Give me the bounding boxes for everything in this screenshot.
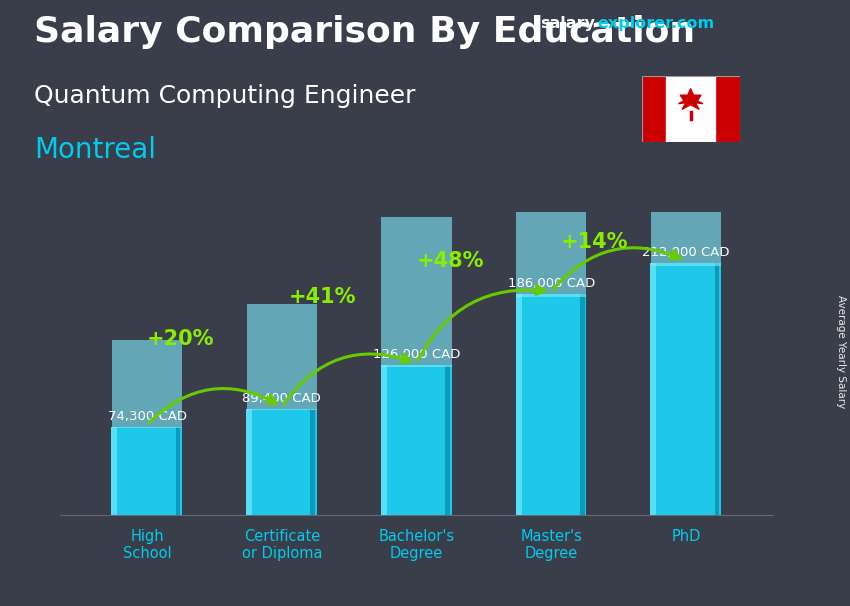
Bar bbox=[310, 409, 315, 515]
Text: Montreal: Montreal bbox=[34, 136, 156, 164]
Text: +14%: +14% bbox=[561, 232, 628, 253]
Bar bbox=[111, 427, 117, 515]
Bar bbox=[112, 427, 182, 515]
Bar bbox=[715, 76, 740, 142]
Bar bbox=[651, 15, 721, 266]
Bar bbox=[580, 294, 585, 515]
Bar bbox=[176, 427, 180, 515]
Bar bbox=[516, 76, 586, 297]
Bar bbox=[516, 294, 586, 515]
Bar bbox=[246, 304, 317, 410]
Text: explorer.com: explorer.com bbox=[598, 16, 715, 31]
Text: Average Yearly Salary: Average Yearly Salary bbox=[836, 295, 846, 408]
Bar bbox=[382, 218, 451, 367]
Bar bbox=[112, 339, 182, 428]
Bar bbox=[246, 409, 317, 515]
Bar bbox=[642, 76, 666, 142]
Bar bbox=[381, 365, 387, 515]
Text: +20%: +20% bbox=[147, 329, 214, 350]
Text: salary: salary bbox=[540, 16, 595, 31]
Text: 186,000 CAD: 186,000 CAD bbox=[507, 277, 595, 290]
Polygon shape bbox=[678, 88, 703, 109]
Bar bbox=[516, 294, 522, 515]
Bar bbox=[666, 76, 715, 142]
Text: Quantum Computing Engineer: Quantum Computing Engineer bbox=[34, 84, 416, 108]
Text: 89,400 CAD: 89,400 CAD bbox=[242, 391, 321, 405]
Bar bbox=[246, 409, 252, 515]
Bar bbox=[650, 263, 656, 515]
Bar bbox=[445, 365, 450, 515]
Bar bbox=[715, 263, 719, 515]
Text: 74,300 CAD: 74,300 CAD bbox=[108, 410, 186, 422]
Text: +48%: +48% bbox=[416, 250, 484, 271]
Text: 212,000 CAD: 212,000 CAD bbox=[643, 246, 729, 259]
Text: 126,000 CAD: 126,000 CAD bbox=[373, 348, 460, 361]
Text: Salary Comparison By Education: Salary Comparison By Education bbox=[34, 15, 695, 49]
Text: +41%: +41% bbox=[288, 287, 356, 307]
Bar bbox=[651, 263, 721, 515]
Bar bbox=[382, 365, 451, 515]
